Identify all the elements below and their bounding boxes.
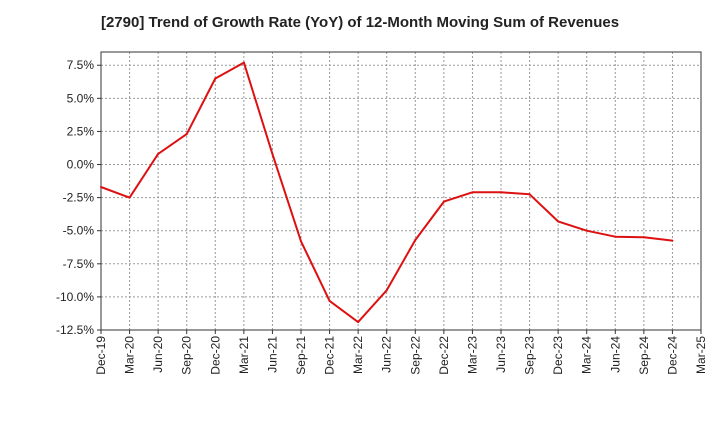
x-tick-label: Dec-19 <box>94 336 108 375</box>
plot-frame <box>100 51 702 331</box>
x-tick-label: Sep-23 <box>523 336 537 375</box>
data-point <box>157 152 160 155</box>
x-tick-label: Mar-25 <box>694 336 708 374</box>
data-point <box>471 191 474 194</box>
x-tick-label: Jun-24 <box>608 336 622 373</box>
data-point <box>128 196 131 199</box>
data-point <box>528 193 531 196</box>
data-point <box>642 236 645 239</box>
y-tick-label: -2.5% <box>63 191 95 205</box>
data-point <box>385 289 388 292</box>
y-tick-label: -7.5% <box>63 257 95 271</box>
x-tick-label: Dec-23 <box>551 336 565 375</box>
data-point <box>271 152 274 155</box>
data-point <box>585 229 588 232</box>
x-tick-label: Jun-22 <box>380 336 394 373</box>
data-point <box>242 61 245 64</box>
data-point <box>442 200 445 203</box>
x-tick-label: Dec-24 <box>665 336 679 375</box>
data-point <box>414 238 417 241</box>
y-tick-label: 7.5% <box>67 58 95 72</box>
y-tick-label: -5.0% <box>63 224 95 238</box>
data-point <box>214 77 217 80</box>
x-tick-label: Jun-20 <box>151 336 165 373</box>
x-tick-label: Jun-21 <box>265 336 279 373</box>
y-tick-label: 0.0% <box>67 158 95 172</box>
x-tick-label: Dec-20 <box>208 336 222 375</box>
y-tick-label: 2.5% <box>67 124 95 138</box>
y-tick-label: -12.5% <box>56 323 94 337</box>
x-tick-label: Sep-21 <box>294 336 308 375</box>
data-point <box>500 191 502 194</box>
x-tick-label: Mar-24 <box>580 336 594 374</box>
x-tick-label: Mar-21 <box>237 336 251 374</box>
y-tick-label: -10.0% <box>56 290 94 304</box>
data-point <box>557 220 560 223</box>
data-point <box>614 235 617 238</box>
x-tick-label: Sep-20 <box>180 336 194 375</box>
x-tick-label: Sep-24 <box>637 336 651 375</box>
chart-title: [2790] Trend of Growth Rate (YoY) of 12-… <box>100 14 620 31</box>
x-tick-label: Mar-22 <box>351 336 365 374</box>
data-point <box>328 299 331 302</box>
x-tick-label: Jun-23 <box>494 336 508 373</box>
data-point <box>357 321 360 324</box>
x-tick-label: Dec-22 <box>437 336 451 375</box>
data-point <box>300 240 302 243</box>
x-tick-label: Dec-21 <box>323 336 337 375</box>
y-tick-label: 5.0% <box>67 91 95 105</box>
x-tick-label: Mar-23 <box>465 336 479 374</box>
data-point <box>671 239 674 242</box>
x-tick-label: Mar-20 <box>123 336 137 374</box>
data-point <box>185 133 188 136</box>
data-point <box>100 186 102 189</box>
x-tick-label: Sep-22 <box>408 336 422 375</box>
